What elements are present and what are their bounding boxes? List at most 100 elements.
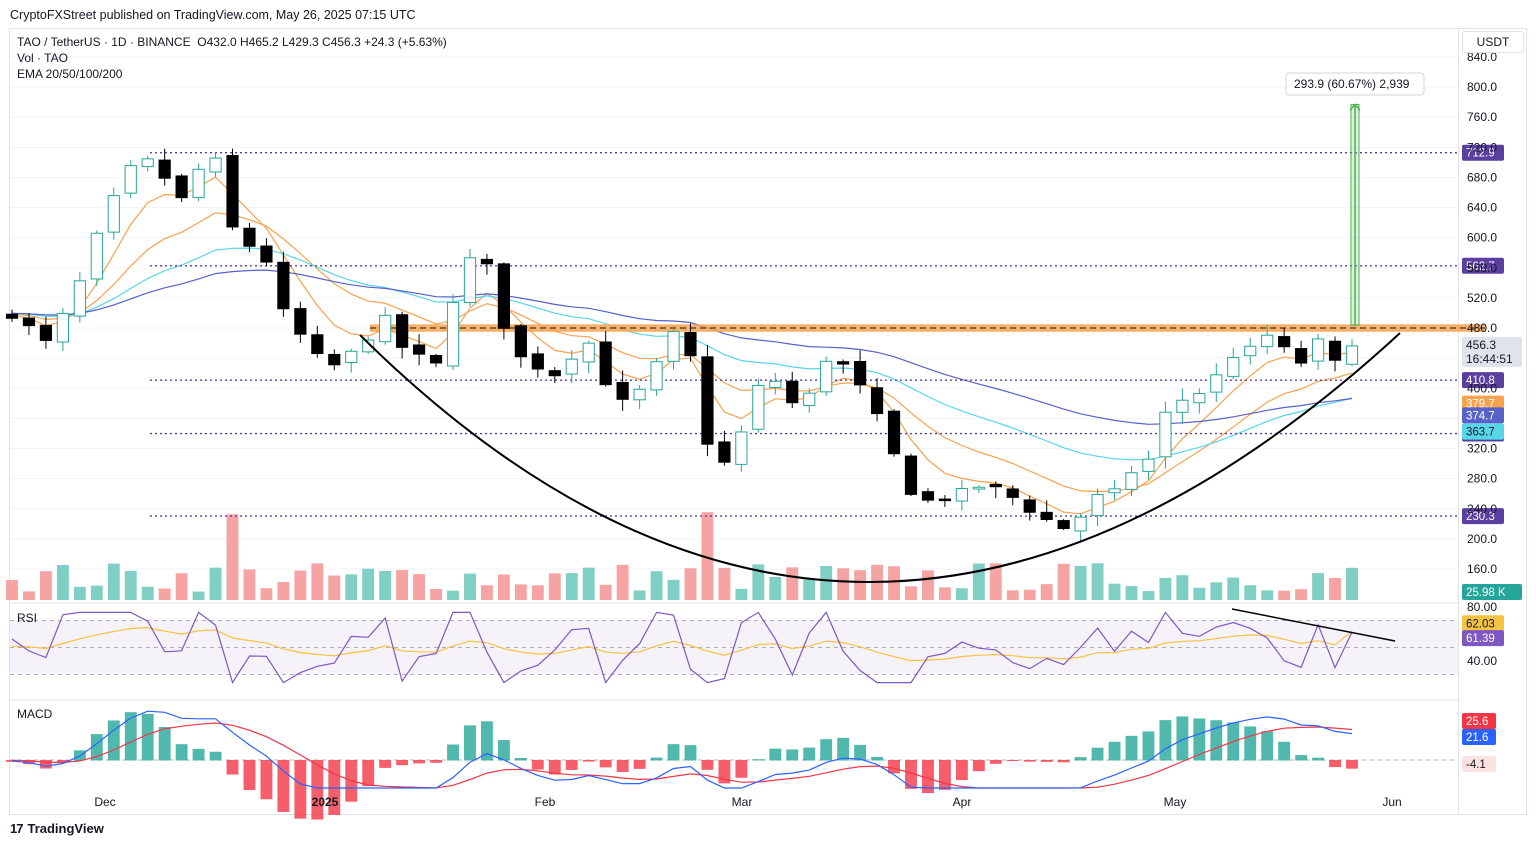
volume-bar <box>1312 573 1325 600</box>
volume-bar <box>243 569 256 600</box>
volume-bar <box>1329 577 1341 600</box>
volume-bar <box>905 586 917 600</box>
macd-hist-bar <box>311 760 324 820</box>
macd-hist-bar <box>1244 726 1257 761</box>
volume-bar <box>260 588 273 600</box>
legend-symbol[interactable]: TAO / TetherUS · 1D · BINANCE <box>17 35 191 49</box>
legend-volume[interactable]: Vol · TAO <box>17 51 68 65</box>
x-tick-label: Dec <box>94 795 115 809</box>
candle-body <box>1006 488 1019 498</box>
tradingview-brand[interactable]: 17 TradingView <box>10 821 104 836</box>
brand-name: TradingView <box>27 821 104 836</box>
macd-hist-bar <box>1346 760 1358 769</box>
x-tick-label: Apr <box>953 795 972 809</box>
candle-body <box>1074 516 1087 532</box>
target-projection: 293.9 (60.67%) 2,939 <box>1285 72 1425 326</box>
macd-tag-text: 21.6 <box>1466 732 1488 744</box>
macd-hist-bar <box>209 751 222 761</box>
candle-body <box>718 441 731 463</box>
macd-line <box>11 710 1353 789</box>
volume-bar <box>90 585 103 600</box>
candle-body <box>1091 494 1104 517</box>
macd-pane: MACD <box>6 699 1458 820</box>
macd-hist-bar <box>362 760 375 787</box>
volume-tag <box>1462 584 1522 600</box>
volume-bar <box>752 564 765 600</box>
level-tag-text: 562.7 <box>1466 261 1495 273</box>
resistance-zone <box>370 324 1485 332</box>
volume-bar <box>107 563 120 600</box>
legend-ohlc: O432.0 H465.2 L429.3 C456.3 +24.3 (+5.63… <box>197 35 447 49</box>
candle-body <box>582 342 595 363</box>
y-tick-label: 560.0 <box>1467 261 1497 275</box>
candle-body <box>107 195 120 233</box>
candle-body <box>5 313 19 319</box>
level-tag-text: 410.8 <box>1466 375 1495 387</box>
rsi-tag-text: 61.39 <box>1466 633 1495 645</box>
volume-bar <box>1091 563 1104 600</box>
candle-body <box>412 344 426 355</box>
macd-tag-text: -4.1 <box>1466 759 1486 771</box>
macd-hist-bar <box>854 744 867 761</box>
macd-hist-bar <box>226 760 239 775</box>
currency-selector[interactable]: USDT <box>1462 31 1524 53</box>
candle-body <box>345 350 358 364</box>
macd-hist-bar <box>972 760 985 772</box>
volume-bar <box>1227 577 1240 600</box>
candle-body <box>1125 472 1138 490</box>
macd-hist-bar <box>582 760 595 762</box>
price-axis[interactable] <box>1459 28 1527 815</box>
rsi-tag <box>1462 615 1504 632</box>
macd-hist-bar <box>23 760 35 765</box>
candle-body <box>938 498 952 502</box>
candles <box>5 148 1359 543</box>
rsi-title: RSI <box>17 611 37 625</box>
volume-bar <box>362 568 375 600</box>
volume-bar <box>888 566 900 600</box>
y-tick-label: 400.0 <box>1467 381 1497 395</box>
macd-hist-bar <box>175 744 188 761</box>
macd-hist-bar <box>1312 757 1325 761</box>
macd-hist-bar <box>888 760 900 774</box>
volume-bar <box>599 584 612 600</box>
candle-body <box>446 301 460 367</box>
volume-bar <box>464 573 476 600</box>
macd-hist-bar <box>820 739 833 761</box>
volume-bar <box>1295 589 1308 600</box>
x-tick-label: 2025 <box>312 795 339 809</box>
candle-body <box>243 227 256 247</box>
macd-hist-bar <box>379 760 392 768</box>
macd-hist-bar <box>684 745 697 761</box>
macd-hist-bar <box>56 760 69 763</box>
legend-ema[interactable]: EMA 20/50/100/200 <box>17 67 123 81</box>
level-tag <box>1462 508 1504 525</box>
macd-hist-bar <box>1023 760 1036 762</box>
y-tick-label: 280.0 <box>1467 472 1497 486</box>
rsi-divergence-line <box>1231 608 1396 642</box>
price-tag <box>1462 336 1522 367</box>
candle-body <box>904 455 918 495</box>
candle-body <box>1328 340 1342 361</box>
rsi-tag-text: 62.03 <box>1466 618 1495 630</box>
chart-frame[interactable] <box>9 28 1459 815</box>
rsi-pane: RSI <box>10 602 1458 685</box>
volume-bar <box>141 586 154 600</box>
macd-hist-bar <box>837 737 850 761</box>
candle-body <box>1261 334 1274 348</box>
candle-body <box>1159 411 1172 458</box>
macd-hist-bar <box>1210 720 1223 761</box>
level-tag <box>1462 257 1504 274</box>
macd-hist-bar <box>905 760 917 789</box>
rsi-tick: 80.00 <box>1467 600 1497 614</box>
volume-bars <box>6 512 1358 600</box>
volume-bar <box>1006 590 1019 600</box>
ema-50-line <box>11 212 1353 493</box>
macd-hist-bar <box>989 760 1002 764</box>
volume-bar <box>1108 583 1121 600</box>
volume-bar <box>396 569 409 600</box>
macd-hist-bar <box>1159 720 1172 761</box>
volume-bar <box>277 582 290 600</box>
macd-hist-bar <box>464 725 476 761</box>
candle-body <box>820 360 833 393</box>
